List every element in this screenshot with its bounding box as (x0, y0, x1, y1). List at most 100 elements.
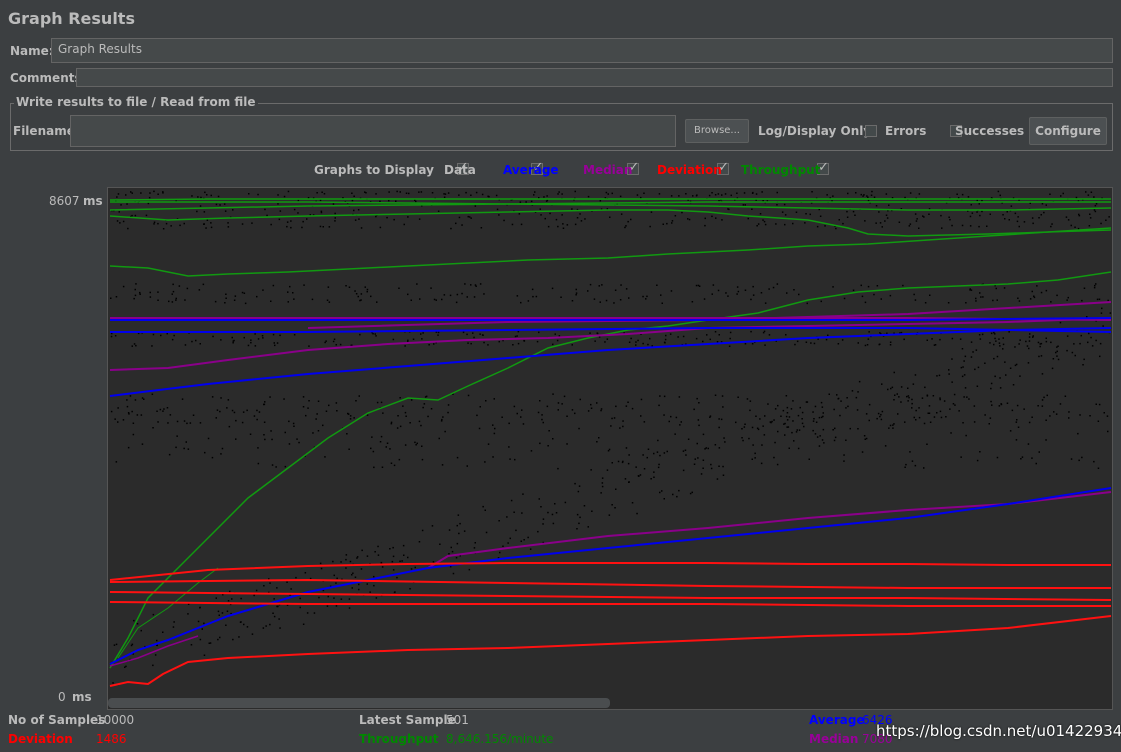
data-point (875, 205, 878, 207)
data-point (390, 421, 393, 424)
comments-input[interactable] (76, 68, 1113, 87)
data-point (465, 191, 467, 194)
data-point (325, 340, 327, 342)
data-point (1057, 345, 1059, 347)
data-point (620, 284, 622, 286)
data-point (1033, 296, 1036, 299)
filename-input[interactable] (70, 115, 676, 147)
data-point (308, 345, 310, 347)
data-point (1082, 364, 1084, 366)
data-point (748, 437, 750, 440)
data-point (584, 218, 586, 220)
data-point (642, 454, 644, 456)
data-point (163, 408, 165, 410)
errors-checkbox[interactable] (865, 125, 877, 137)
data-point (351, 199, 354, 202)
data-point (358, 218, 360, 220)
data-point (319, 562, 322, 565)
data-point (351, 574, 353, 576)
data-point (1100, 312, 1103, 314)
data-point (578, 427, 580, 430)
data-point (203, 654, 206, 656)
data-point (350, 344, 352, 347)
data-point (790, 408, 793, 410)
data-point (897, 413, 899, 415)
filename-label: Filename (13, 124, 75, 138)
data-point (574, 223, 577, 226)
data-point (246, 626, 249, 628)
data-point (522, 493, 524, 495)
data-point (335, 582, 337, 584)
data-point (449, 565, 452, 568)
data-point (479, 333, 481, 335)
data-point (716, 341, 719, 343)
data-point (916, 218, 918, 220)
data-point (431, 192, 434, 194)
average-line (110, 317, 1112, 321)
data-point (744, 343, 747, 345)
data-point (232, 340, 234, 342)
throughput-checkbox[interactable] (816, 160, 829, 175)
data-point (640, 196, 642, 199)
data-point (608, 514, 611, 516)
data-point (195, 339, 197, 342)
data-point (134, 399, 137, 401)
data-point (456, 542, 459, 545)
data-point (407, 556, 409, 559)
data-point (313, 612, 316, 614)
data-point (1012, 197, 1015, 199)
data-point (1068, 411, 1070, 413)
data-point (548, 430, 550, 432)
data-point (754, 452, 756, 455)
browse-button[interactable]: Browse... (685, 119, 749, 143)
data-point (861, 295, 864, 298)
data-point (650, 211, 653, 213)
data-point (845, 439, 847, 441)
data-point (201, 628, 203, 630)
average-value: 6426 (862, 713, 893, 727)
data-point (750, 330, 752, 333)
data-point (189, 422, 192, 424)
data-point (478, 427, 481, 430)
configure-button[interactable]: Configure (1029, 117, 1107, 145)
data-point (135, 283, 137, 285)
data-point (784, 422, 786, 425)
data-point (656, 284, 658, 286)
data-point (1066, 335, 1069, 337)
data-point (1027, 362, 1030, 364)
throughput-value: 8,646.156/minute (446, 732, 554, 746)
data-point (653, 452, 655, 455)
data-point (435, 299, 437, 301)
data-point (891, 197, 894, 199)
average-checkbox[interactable] (531, 160, 544, 175)
data-point (915, 409, 917, 412)
data-point (687, 438, 690, 440)
data-checkbox[interactable] (456, 160, 469, 175)
data-point (141, 443, 144, 445)
successes-checkbox[interactable] (949, 125, 962, 137)
data-point (475, 191, 478, 194)
name-input[interactable]: Graph Results (51, 38, 1113, 63)
data-point (301, 226, 303, 229)
data-point (547, 511, 549, 514)
data-point (379, 226, 382, 229)
data-point (349, 560, 352, 563)
data-point (220, 397, 222, 399)
deviation-checkbox[interactable] (717, 160, 730, 175)
data-point (864, 344, 867, 347)
data-point (466, 465, 468, 467)
data-point (763, 220, 766, 223)
median-checkbox[interactable] (627, 160, 640, 175)
throughput-line (109, 271, 1112, 669)
data-point (329, 585, 332, 588)
data-point (846, 216, 849, 218)
data-point (353, 209, 355, 212)
data-point (1056, 355, 1058, 357)
data-point (523, 539, 525, 541)
data-point (1057, 358, 1060, 361)
data-point (231, 336, 233, 339)
data-point (994, 284, 996, 287)
data-point (518, 213, 521, 215)
graph-scrollbar[interactable] (108, 698, 610, 708)
data-point (530, 200, 533, 203)
